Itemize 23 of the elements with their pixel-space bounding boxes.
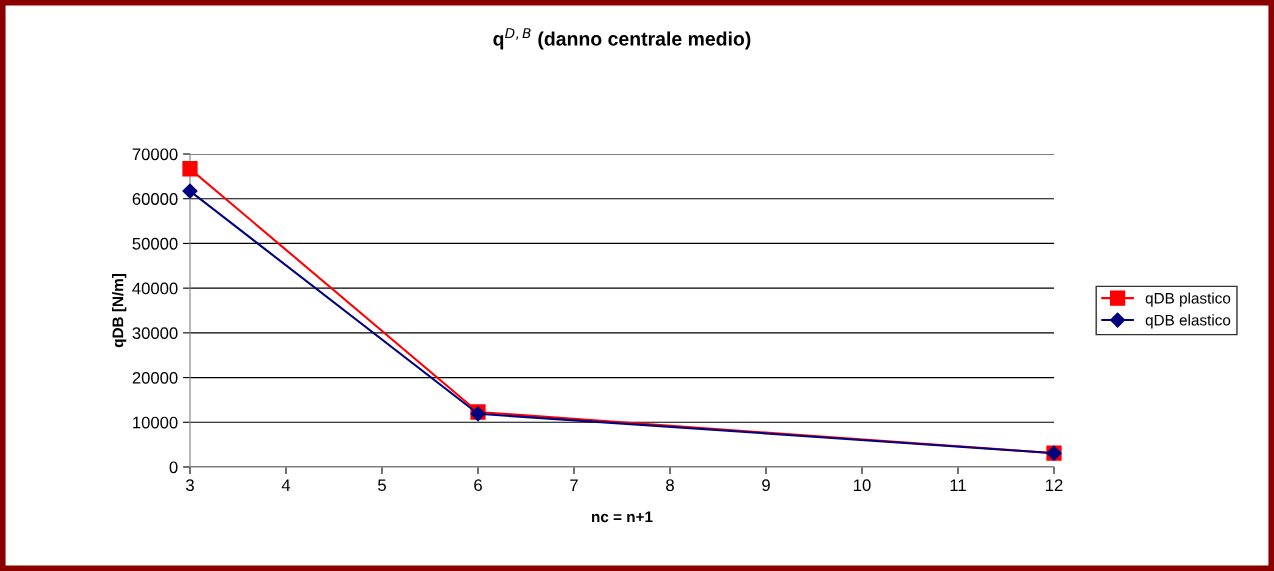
y-tick-label: 0 xyxy=(169,461,178,474)
legend-label: qDB plastico xyxy=(1145,292,1231,307)
y-tick-label: 30000 xyxy=(132,327,178,340)
x-tick-label: 9 xyxy=(762,479,770,492)
x-tick-label: 3 xyxy=(186,479,194,492)
y-tick-label: 10000 xyxy=(133,416,178,429)
y-tick-label: 40000 xyxy=(132,282,178,295)
y-tick-label: 50000 xyxy=(132,237,178,250)
x-tick-label: 12 xyxy=(1046,479,1063,491)
y-tick-label: 20000 xyxy=(132,371,178,384)
legend-label: qDB elastico xyxy=(1145,314,1231,329)
chart-title: q$^{D,B}$ (danno centrale medio) xyxy=(493,28,751,50)
x-tick-label: 4 xyxy=(281,479,291,491)
x-tick-label: 5 xyxy=(378,479,386,492)
x-tick-label: 11 xyxy=(950,479,966,491)
y-tick-label: 60000 xyxy=(132,193,178,205)
y-tick-label: 70000 xyxy=(132,148,178,161)
x-tick-label: 8 xyxy=(666,479,674,492)
x-tick-label: 6 xyxy=(474,479,482,492)
x-tick-label: 7 xyxy=(570,479,578,491)
x-axis-title: nc = n+1 xyxy=(592,511,653,523)
y-axis-title: qDB [N/m] xyxy=(112,274,127,348)
x-tick-label: 10 xyxy=(854,479,871,492)
